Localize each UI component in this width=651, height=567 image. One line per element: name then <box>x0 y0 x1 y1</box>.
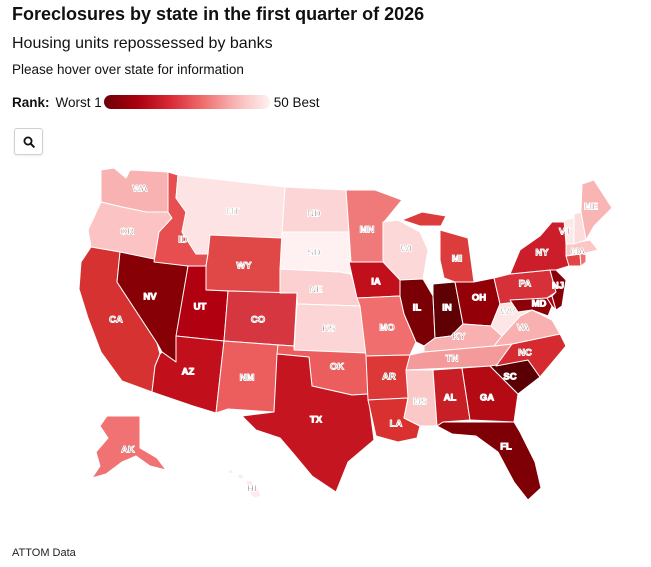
label-WV: WV <box>500 307 516 318</box>
label-HI: HI <box>247 484 257 495</box>
label-VA: VA <box>517 323 530 334</box>
label-FL: FL <box>500 442 512 453</box>
label-NV: NV <box>143 292 157 303</box>
hover-instructions: Please hover over state for information <box>12 62 244 77</box>
source-credit: ATTOM Data <box>12 547 76 559</box>
label-MN: MN <box>360 225 375 236</box>
label-ME: ME <box>584 202 598 213</box>
label-AZ: AZ <box>182 367 195 378</box>
search-button[interactable] <box>14 128 43 155</box>
label-OH: OH <box>472 293 486 304</box>
state-NJ[interactable] <box>549 269 567 311</box>
label-MS: MS <box>413 397 427 408</box>
label-IL: IL <box>413 303 422 314</box>
label-NE: NE <box>309 285 322 296</box>
label-WI: WI <box>400 244 412 255</box>
label-NC: NC <box>518 348 532 359</box>
label-CA: CA <box>109 315 123 326</box>
label-MA: MA <box>571 247 586 258</box>
label-AR: AR <box>382 372 396 383</box>
label-IA: IA <box>371 277 381 288</box>
state-FL[interactable] <box>436 421 542 501</box>
label-IN: IN <box>442 303 452 314</box>
state-NM[interactable] <box>215 340 279 414</box>
label-MD: MD <box>532 299 547 310</box>
label-GA: GA <box>480 393 494 404</box>
label-TX: TX <box>310 415 323 426</box>
label-KY: KY <box>452 332 466 343</box>
label-CO: CO <box>251 315 265 326</box>
label-OK: OK <box>330 362 344 373</box>
state-AK[interactable] <box>91 415 167 479</box>
legend-rank-label: Rank: <box>12 94 50 110</box>
label-PA: PA <box>519 279 532 290</box>
label-OR: OR <box>120 227 134 238</box>
label-WA: WA <box>132 184 147 195</box>
label-SC: SC <box>503 372 516 383</box>
state-AL[interactable] <box>432 367 471 427</box>
label-AL: AL <box>444 393 457 404</box>
state-HI[interactable] <box>227 469 262 499</box>
label-VT: VT <box>559 227 571 238</box>
state-TX[interactable] <box>241 353 375 493</box>
chart-title: Foreclosures by state in the first quart… <box>12 4 425 24</box>
legend-best-label: 50 Best <box>273 94 320 110</box>
label-KS: KS <box>322 324 335 335</box>
label-MI: MI <box>452 254 463 265</box>
state-ME[interactable] <box>580 179 613 241</box>
state-WI[interactable] <box>382 219 429 281</box>
legend-gradient-bar <box>103 95 270 109</box>
label-LA: LA <box>390 419 403 430</box>
rank-legend: Rank: Worst 1 50 Best <box>12 93 320 111</box>
label-NM: NM <box>240 373 255 384</box>
label-ID: ID <box>178 235 188 246</box>
label-ND: ND <box>307 209 321 220</box>
state-MI-upper[interactable] <box>401 211 447 227</box>
chart-subtitle: Housing units repossessed by banks <box>12 35 273 52</box>
search-icon <box>23 136 35 148</box>
label-AK: AK <box>121 445 135 456</box>
legend-worst-label: Worst 1 <box>55 94 102 110</box>
label-NY: NY <box>535 248 549 259</box>
label-TN: TN <box>446 354 459 365</box>
label-NJ: NJ <box>552 281 564 292</box>
label-SD: SD <box>307 248 320 259</box>
label-WY: WY <box>236 261 252 272</box>
label-UT: UT <box>194 302 207 313</box>
label-MO: MO <box>379 323 394 334</box>
label-MT: MT <box>226 207 240 218</box>
